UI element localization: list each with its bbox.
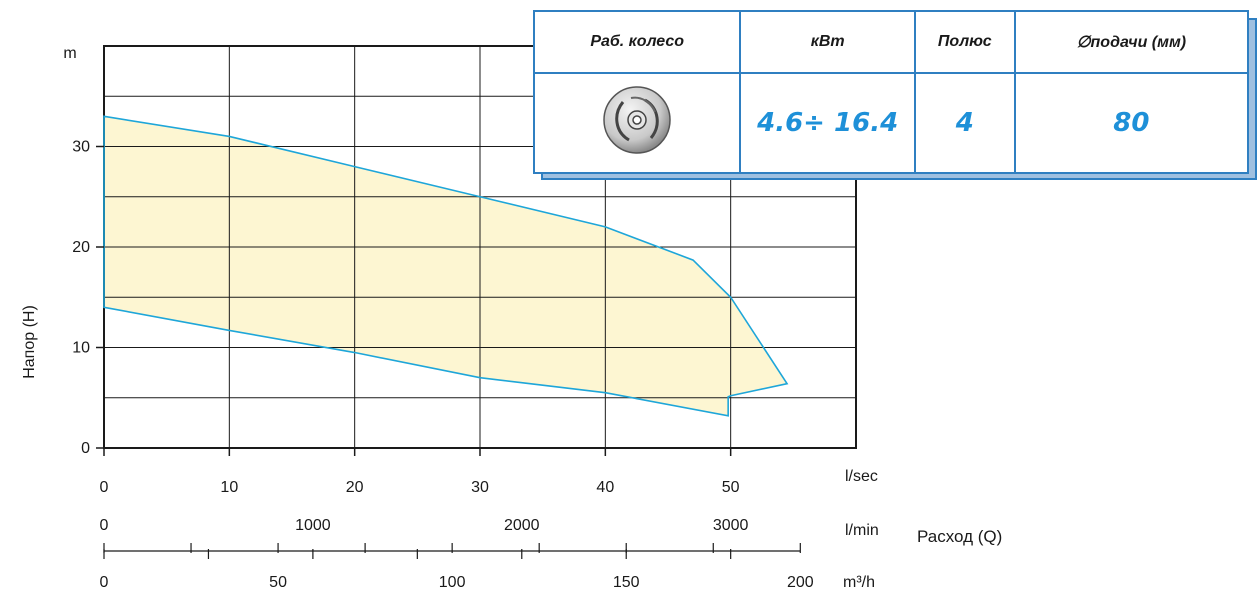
x-tick-label-lsec: 50 [722,479,740,496]
x-axis-label: Расход (Q) [917,527,1003,546]
x-tick-label-lmin: 2000 [504,517,540,534]
x-tick-label-lmin: 1000 [295,517,331,534]
y-tick-label: 30 [72,139,90,156]
x-unit-lmin: l/min [845,522,879,539]
x-tick-label-lsec: 20 [346,479,364,496]
x-tick-label-lmin: 3000 [713,517,749,534]
x-tick-label-m3h: 150 [613,574,640,591]
y-unit-label: m [63,45,76,62]
region-outline-0 [103,115,789,417]
spec-table: Раб. колесо кВт Полюс ∅подачи (мм) [532,10,1250,174]
spec-header-row: Раб. колесо кВт Полюс ∅подачи (мм) [532,10,1250,74]
y-tick-label: 0 [81,440,90,457]
discharge-value: 80 [1013,72,1250,174]
poles-value: 4 [913,72,1016,174]
x-unit-lsec: l/sec [845,468,878,485]
spec-value-row: 4.6÷ 16.4 4 80 [532,72,1250,174]
x-tick-label-lsec: 40 [596,479,614,496]
header-discharge: ∅подачи (мм) [1013,10,1250,74]
region-fill-0 [104,116,788,416]
impeller-cell [532,72,742,174]
y-axis-label: Напор (H) [21,305,38,379]
y-tick-label: 10 [72,340,90,357]
x-tick-label-lsec: 0 [100,479,109,496]
impeller-icon [603,85,671,154]
header-poles: Полюс [913,10,1016,74]
y-tick-label: 20 [72,239,90,256]
x-tick-label-m3h: 100 [439,574,466,591]
x-tick-label-m3h: 0 [100,574,109,591]
x-tick-label-lsec: 10 [220,479,238,496]
header-power: кВт [739,10,916,74]
x-tick-label-lsec: 30 [471,479,489,496]
x-tick-label-m3h: 200 [787,574,814,591]
x-unit-m3h: m³/h [843,574,875,591]
x-tick-label-lmin: 0 [100,517,109,534]
x-tick-label-m3h: 50 [269,574,287,591]
spec-table-box: Раб. колесо кВт Полюс ∅подачи (мм) [532,10,1257,180]
header-impeller: Раб. колесо [532,10,742,74]
power-value: 4.6÷ 16.4 [739,72,916,174]
